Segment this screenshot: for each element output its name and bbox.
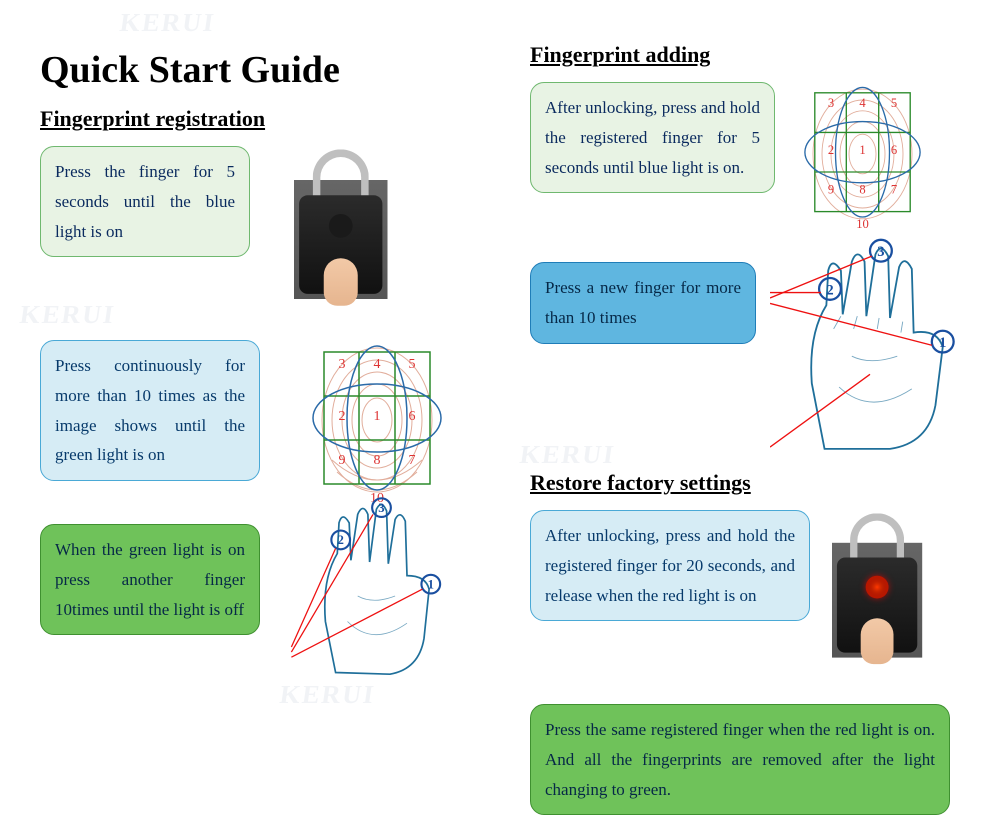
restore-step1-row: After unlocking, press and hold the regi… [530,510,970,690]
svg-text:1: 1 [374,409,381,424]
reg-step1-box: Press the finger for 5 seconds until the… [40,146,250,257]
padlock-red-illustration [832,510,922,658]
reg-step1-row: Press the finger for 5 seconds until the… [40,146,480,326]
svg-text:3: 3 [828,96,834,110]
svg-text:7: 7 [409,453,416,468]
svg-text:2: 2 [826,282,833,298]
svg-text:9: 9 [828,183,834,197]
svg-text:8: 8 [374,453,381,468]
right-column: Fingerprint adding After unlocking, pres… [500,0,1000,725]
main-title: Quick Start Guide [40,48,480,92]
fingerprint-grid-illustration: 345 216 987 10 [302,340,452,510]
svg-text:2: 2 [828,143,834,157]
fingerprint-grid-icon: 345 216 987 10 [302,340,452,510]
svg-text:3: 3 [378,501,384,515]
hand-illustration: 1 2 3 [288,494,458,681]
section-adding: Fingerprint adding [530,42,970,68]
svg-text:2: 2 [338,533,344,547]
svg-text:4: 4 [374,357,381,372]
reg-step2-row: Press continuously for more than 10 time… [40,340,480,510]
svg-text:3: 3 [877,244,884,260]
svg-text:2: 2 [339,409,346,424]
add-step2-row: Press a new finger for more than 10 time… [530,262,970,456]
svg-text:5: 5 [409,357,416,372]
left-column: Quick Start Guide Fingerprint registrati… [0,0,500,725]
restore-step2-row: Press the same registered finger when th… [530,704,970,815]
restore-step1-box: After unlocking, press and hold the regi… [530,510,810,621]
reg-step2-box: Press continuously for more than 10 time… [40,340,260,481]
hand-icon: 1 2 3 [770,238,970,456]
svg-text:1: 1 [939,335,946,351]
svg-text:7: 7 [891,183,897,197]
svg-text:3: 3 [339,357,346,372]
section-registration: Fingerprint registration [40,106,480,132]
svg-text:1: 1 [428,577,434,591]
page: Quick Start Guide Fingerprint registrati… [0,0,1000,725]
padlock-icon [294,180,388,299]
svg-text:6: 6 [891,143,897,157]
add-step1-row: After unlocking, press and hold the regi… [530,82,970,252]
svg-text:8: 8 [859,183,865,197]
svg-text:4: 4 [859,96,866,110]
padlock-illustration [294,146,388,299]
restore-step2-box: Press the same registered finger when th… [530,704,950,815]
fingerprint-grid-icon: 3 4 5 2 1 6 9 8 7 10 [795,82,930,235]
svg-text:6: 6 [409,409,416,424]
padlock-red-icon [832,543,922,658]
reg-step3-row: When the green light is on press another… [40,524,480,681]
fingerprint-grid-illustration-2: 3 4 5 2 1 6 9 8 7 10 [795,82,930,235]
add-step1-box: After unlocking, press and hold the regi… [530,82,775,193]
hand-illustration-big: 1 2 3 [770,238,970,456]
add-step2-box: Press a new finger for more than 10 time… [530,262,756,344]
svg-text:1: 1 [859,143,865,157]
hand-icon: 1 2 3 [288,494,458,681]
svg-text:5: 5 [891,96,897,110]
svg-text:9: 9 [339,453,346,468]
reg-step3-box: When the green light is on press another… [40,524,260,635]
svg-text:10: 10 [856,217,869,231]
section-restore: Restore factory settings [530,470,970,496]
